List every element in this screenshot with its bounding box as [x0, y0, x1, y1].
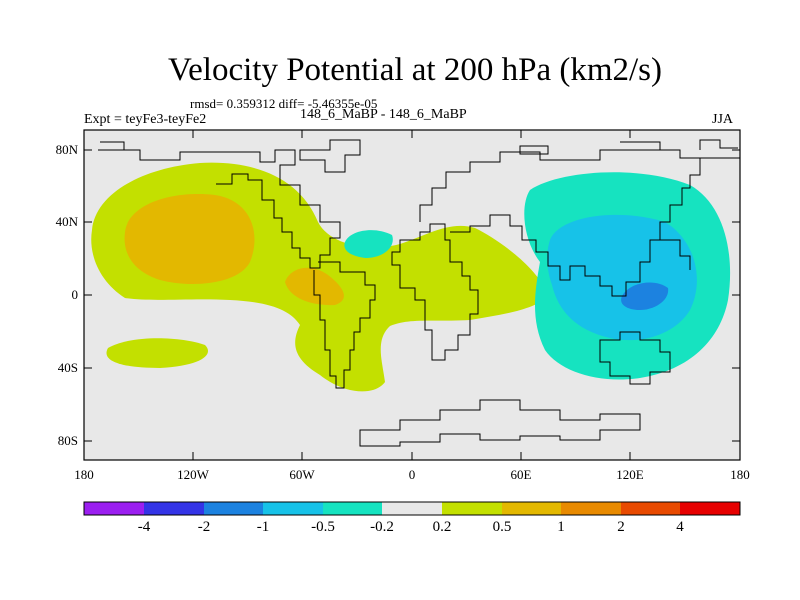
colorbar-label: 2 — [617, 519, 625, 535]
x-tick-label: 120W — [177, 467, 209, 482]
colorbar-swatch — [382, 502, 442, 515]
colorbar-swatch — [502, 502, 561, 515]
colorbar-swatch — [144, 502, 204, 515]
negative-anomaly-small-cell — [344, 230, 393, 258]
y-tick-label: 40S — [57, 360, 78, 375]
coastline-europe-africa — [391, 223, 479, 361]
y-tick-label: 80S — [57, 433, 78, 448]
colorbar-frame — [83, 501, 741, 516]
coastline-north-america — [98, 149, 341, 269]
colorbar-label: -0.2 — [370, 519, 394, 535]
colorbar-swatch — [263, 502, 323, 515]
negative-core-minimum — [621, 282, 669, 310]
rmsd-diff-stats: rmsd= 0.359312 diff= -5.46355e-05 — [190, 96, 378, 111]
positive-anomaly-southwest — [106, 338, 208, 368]
colorbar-swatch — [561, 502, 621, 515]
coastline-south-america — [313, 261, 376, 389]
case-label: 148_6_MaBP - 148_6_MaBP — [300, 107, 467, 122]
continent-outlines — [98, 139, 740, 447]
colorbar-label: -4 — [137, 519, 151, 535]
x-tick-label: 60E — [510, 467, 532, 482]
y-tick-label: 80N — [55, 142, 78, 157]
coastline-greenland — [299, 139, 361, 173]
colorbar-swatch — [680, 502, 740, 515]
colorbar-label: -0.5 — [311, 519, 335, 535]
coastline-east-asia — [660, 139, 738, 270]
coastline-eurasia — [419, 149, 740, 297]
coastline-australia — [599, 331, 671, 385]
x-tick-label: 120E — [616, 467, 644, 482]
negative-core-maritime-continent — [547, 214, 697, 341]
x-tick-label: 0 — [408, 467, 416, 482]
colorbar — [83, 501, 741, 516]
colorbar-swatch — [84, 502, 144, 515]
season-label: JJA — [712, 112, 734, 127]
colorbar-label: 0.2 — [432, 519, 452, 535]
y-tick-label: 40N — [55, 214, 78, 229]
x-tick-label: 60W — [289, 467, 315, 482]
experiment-label: Expt = teyFe3-teyFe2 — [84, 112, 207, 127]
colorbar-label: 1 — [557, 519, 565, 535]
colorbar-swatch — [204, 502, 263, 515]
coastline-antarctica — [359, 399, 641, 447]
colorbar-swatch — [323, 502, 382, 515]
y-tick-label: 0 — [71, 287, 79, 302]
map-title: Velocity Potential at 200 hPa (km2/s) — [167, 52, 663, 88]
x-tick-label: 180 — [74, 467, 94, 482]
axis-ticks — [84, 130, 740, 460]
positive-core-north-pacific — [124, 194, 255, 285]
colorbar-swatch — [621, 502, 680, 515]
colorbar-label: -1 — [256, 519, 270, 535]
x-tick-label: 180 — [730, 467, 750, 482]
colorbar-label: 0.5 — [492, 519, 512, 535]
colorbar-label: 4 — [676, 519, 684, 535]
colorbar-label: -2 — [197, 519, 211, 535]
colorbar-swatch — [442, 502, 502, 515]
coastline-arctic-islands — [100, 141, 661, 155]
